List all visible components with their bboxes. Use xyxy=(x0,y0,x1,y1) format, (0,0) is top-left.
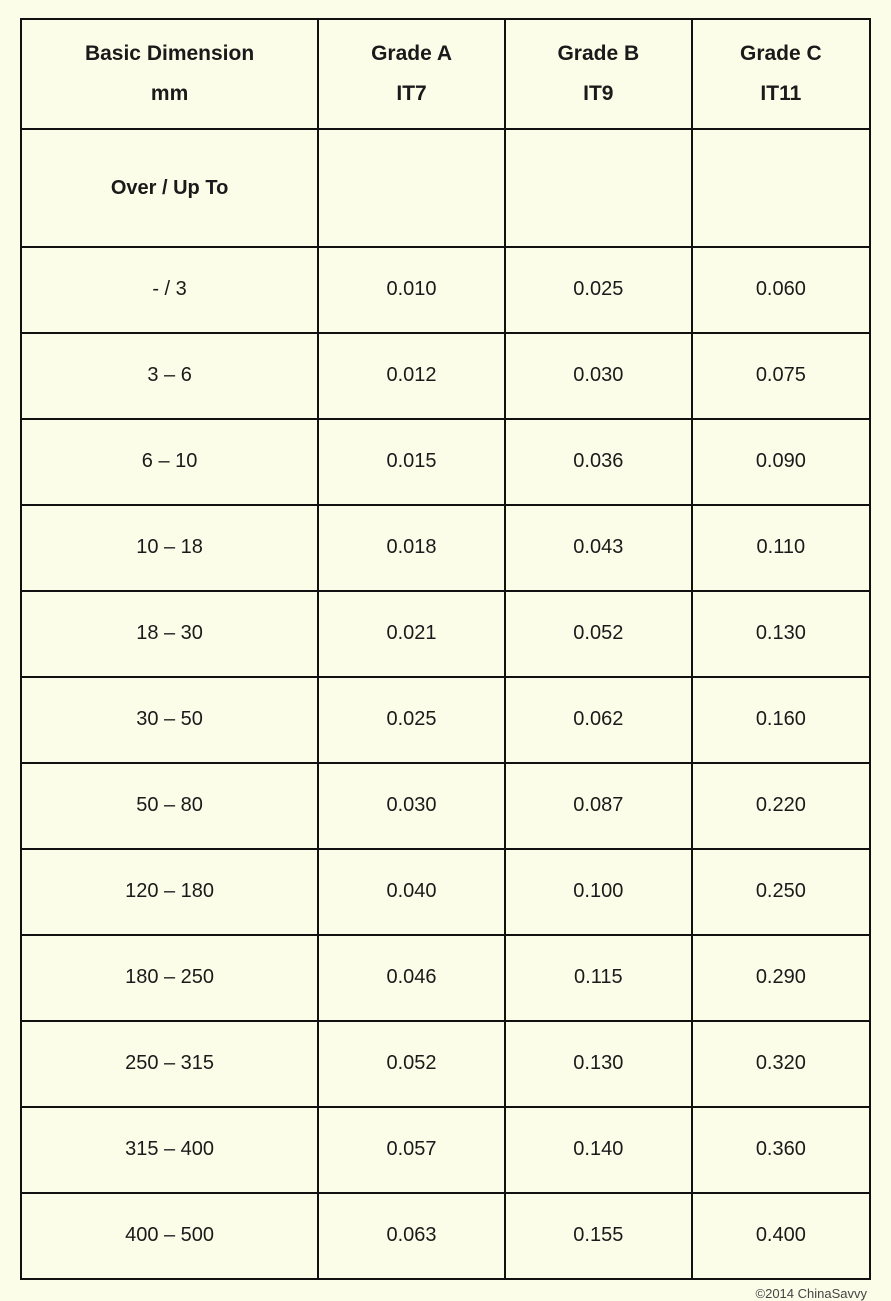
table-body: - / 3 0.010 0.025 0.060 3 – 6 0.012 0.03… xyxy=(21,247,870,1279)
cell-grade-b: 0.036 xyxy=(505,419,692,505)
tolerance-table: Basic Dimension mm Grade A IT7 Grade B I… xyxy=(20,18,871,1280)
cell-grade-a: 0.057 xyxy=(318,1107,505,1193)
cell-dimension: 400 – 500 xyxy=(21,1193,318,1279)
cell-grade-b: 0.130 xyxy=(505,1021,692,1107)
subheader-over-up-to: Over / Up To xyxy=(21,129,318,247)
table-row: - / 3 0.010 0.025 0.060 xyxy=(21,247,870,333)
cell-dimension: 18 – 30 xyxy=(21,591,318,677)
cell-grade-a: 0.030 xyxy=(318,763,505,849)
cell-grade-b: 0.062 xyxy=(505,677,692,763)
cell-grade-c: 0.090 xyxy=(692,419,870,505)
cell-grade-b: 0.115 xyxy=(505,935,692,1021)
col-header-grade-a-line1: Grade A xyxy=(371,42,452,65)
cell-grade-b: 0.052 xyxy=(505,591,692,677)
cell-grade-a: 0.046 xyxy=(318,935,505,1021)
cell-dimension: 50 – 80 xyxy=(21,763,318,849)
col-header-dimension-line1: Basic Dimension xyxy=(85,42,254,65)
cell-grade-a: 0.012 xyxy=(318,333,505,419)
col-header-dimension-line2: mm xyxy=(151,82,188,105)
table-row: 400 – 500 0.063 0.155 0.400 xyxy=(21,1193,870,1279)
cell-grade-b: 0.043 xyxy=(505,505,692,591)
col-header-grade-a-line2: IT7 xyxy=(396,82,426,105)
cell-grade-c: 0.220 xyxy=(692,763,870,849)
cell-grade-b: 0.087 xyxy=(505,763,692,849)
cell-dimension: 6 – 10 xyxy=(21,419,318,505)
cell-grade-a: 0.015 xyxy=(318,419,505,505)
cell-dimension: - / 3 xyxy=(21,247,318,333)
cell-grade-a: 0.021 xyxy=(318,591,505,677)
col-header-grade-c-line2: IT11 xyxy=(760,82,801,105)
table-row: 250 – 315 0.052 0.130 0.320 xyxy=(21,1021,870,1107)
cell-grade-a: 0.040 xyxy=(318,849,505,935)
col-header-grade-b-line1: Grade B xyxy=(557,42,639,65)
cell-dimension: 120 – 180 xyxy=(21,849,318,935)
cell-grade-b: 0.140 xyxy=(505,1107,692,1193)
copyright-text: ©2014 ChinaSavvy xyxy=(20,1280,871,1301)
cell-grade-c: 0.060 xyxy=(692,247,870,333)
table-row: 315 – 400 0.057 0.140 0.360 xyxy=(21,1107,870,1193)
col-header-grade-b: Grade B IT9 xyxy=(505,19,692,129)
cell-grade-c: 0.130 xyxy=(692,591,870,677)
cell-grade-b: 0.030 xyxy=(505,333,692,419)
cell-dimension: 315 – 400 xyxy=(21,1107,318,1193)
cell-grade-b: 0.155 xyxy=(505,1193,692,1279)
table-row: 30 – 50 0.025 0.062 0.160 xyxy=(21,677,870,763)
cell-grade-a: 0.025 xyxy=(318,677,505,763)
cell-grade-c: 0.360 xyxy=(692,1107,870,1193)
cell-grade-a: 0.018 xyxy=(318,505,505,591)
cell-grade-b: 0.025 xyxy=(505,247,692,333)
cell-grade-c: 0.160 xyxy=(692,677,870,763)
cell-grade-a: 0.063 xyxy=(318,1193,505,1279)
col-header-grade-a: Grade A IT7 xyxy=(318,19,505,129)
col-header-grade-b-line2: IT9 xyxy=(583,82,613,105)
cell-dimension: 30 – 50 xyxy=(21,677,318,763)
subheader-blank-a xyxy=(318,129,505,247)
col-header-grade-c: Grade C IT11 xyxy=(692,19,870,129)
table-row: 6 – 10 0.015 0.036 0.090 xyxy=(21,419,870,505)
subheader-blank-c xyxy=(692,129,870,247)
table-subheader-row: Over / Up To xyxy=(21,129,870,247)
cell-grade-c: 0.075 xyxy=(692,333,870,419)
cell-dimension: 180 – 250 xyxy=(21,935,318,1021)
table-header-row: Basic Dimension mm Grade A IT7 Grade B I… xyxy=(21,19,870,129)
table-row: 10 – 18 0.018 0.043 0.110 xyxy=(21,505,870,591)
cell-grade-c: 0.320 xyxy=(692,1021,870,1107)
cell-grade-c: 0.110 xyxy=(692,505,870,591)
table-row: 18 – 30 0.021 0.052 0.130 xyxy=(21,591,870,677)
cell-grade-c: 0.400 xyxy=(692,1193,870,1279)
table-row: 120 – 180 0.040 0.100 0.250 xyxy=(21,849,870,935)
subheader-blank-b xyxy=(505,129,692,247)
table-row: 180 – 250 0.046 0.115 0.290 xyxy=(21,935,870,1021)
cell-grade-a: 0.010 xyxy=(318,247,505,333)
cell-grade-c: 0.290 xyxy=(692,935,870,1021)
cell-grade-b: 0.100 xyxy=(505,849,692,935)
table-row: 3 – 6 0.012 0.030 0.075 xyxy=(21,333,870,419)
cell-dimension: 10 – 18 xyxy=(21,505,318,591)
cell-dimension: 3 – 6 xyxy=(21,333,318,419)
table-row: 50 – 80 0.030 0.087 0.220 xyxy=(21,763,870,849)
cell-grade-a: 0.052 xyxy=(318,1021,505,1107)
cell-grade-c: 0.250 xyxy=(692,849,870,935)
col-header-dimension: Basic Dimension mm xyxy=(21,19,318,129)
cell-dimension: 250 – 315 xyxy=(21,1021,318,1107)
col-header-grade-c-line1: Grade C xyxy=(740,42,822,65)
